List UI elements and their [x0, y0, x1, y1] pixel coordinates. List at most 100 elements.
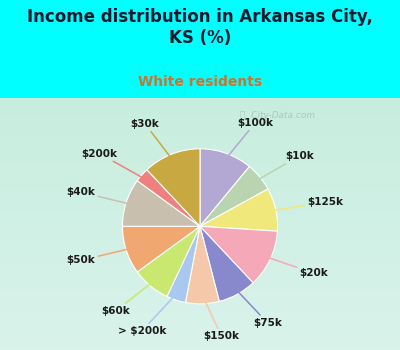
Bar [0, 170, 400, 171]
Bar [0, 247, 400, 248]
Bar [0, 148, 400, 150]
Bar [0, 257, 400, 258]
Bar [0, 276, 400, 277]
Bar [0, 285, 400, 286]
Bar [0, 144, 400, 145]
Bar [0, 322, 400, 323]
Bar [0, 254, 400, 256]
Bar [0, 253, 400, 254]
Bar [0, 201, 400, 203]
Bar [0, 278, 400, 279]
Text: Income distribution in Arkansas City,
KS (%): Income distribution in Arkansas City, KS… [27, 8, 373, 47]
Bar [0, 147, 400, 148]
Text: $50k: $50k [66, 248, 132, 265]
Bar [0, 310, 400, 311]
Bar [0, 224, 400, 225]
Bar [0, 317, 400, 318]
Bar [0, 337, 400, 339]
Text: $20k: $20k [264, 256, 328, 278]
Bar [0, 259, 400, 260]
Bar [0, 119, 400, 121]
Bar [0, 326, 400, 327]
Bar [0, 320, 400, 321]
Bar [0, 223, 400, 224]
Bar [0, 169, 400, 170]
Wedge shape [122, 181, 200, 226]
Bar [0, 111, 400, 112]
Bar [0, 233, 400, 234]
Bar [0, 106, 400, 107]
Bar [0, 157, 400, 159]
Bar [0, 134, 400, 136]
Bar [0, 293, 400, 295]
Bar [0, 100, 400, 102]
Bar [0, 241, 400, 243]
Bar [0, 283, 400, 285]
Bar [0, 308, 400, 310]
Bar [0, 210, 400, 211]
Bar [0, 272, 400, 273]
Bar [0, 339, 400, 340]
Wedge shape [137, 226, 200, 296]
Bar [0, 266, 400, 267]
Bar [0, 200, 400, 201]
Bar [0, 186, 400, 188]
Bar [0, 226, 400, 228]
Bar [0, 306, 400, 307]
Text: White residents: White residents [138, 75, 262, 89]
Bar [0, 298, 400, 300]
Bar [0, 128, 400, 130]
Bar [0, 215, 400, 216]
Bar [0, 286, 400, 287]
Bar [0, 304, 400, 306]
Wedge shape [200, 226, 253, 301]
Bar [0, 335, 400, 336]
Bar [0, 102, 400, 103]
Bar [0, 229, 400, 230]
Bar [0, 222, 400, 223]
Wedge shape [137, 170, 200, 226]
Bar [0, 287, 400, 288]
Bar [0, 220, 400, 222]
Wedge shape [122, 226, 200, 272]
Bar [0, 311, 400, 312]
Bar [0, 225, 400, 226]
Bar [0, 185, 400, 186]
Bar [0, 172, 400, 174]
Bar [0, 263, 400, 264]
Bar [0, 213, 400, 214]
Bar [0, 126, 400, 127]
Bar [0, 248, 400, 249]
Bar [0, 180, 400, 181]
Bar [0, 341, 400, 342]
Bar [0, 256, 400, 257]
Bar [0, 346, 400, 348]
Bar [0, 131, 400, 132]
Bar [0, 197, 400, 199]
Bar [0, 205, 400, 206]
Bar [0, 140, 400, 141]
Bar [0, 189, 400, 190]
Wedge shape [147, 149, 200, 226]
Wedge shape [200, 189, 278, 231]
Bar [0, 122, 400, 123]
Bar [0, 98, 400, 99]
Bar [0, 118, 400, 119]
Bar [0, 156, 400, 157]
Bar [0, 177, 400, 178]
Bar [0, 303, 400, 304]
Bar [0, 218, 400, 219]
Bar [0, 109, 400, 111]
Bar [0, 245, 400, 247]
Bar [0, 211, 400, 213]
Text: $30k: $30k [131, 119, 173, 161]
Bar [0, 312, 400, 314]
Bar [0, 235, 400, 237]
Bar [0, 184, 400, 185]
Bar [0, 133, 400, 134]
Bar [0, 175, 400, 176]
Bar [0, 117, 400, 118]
Bar [0, 325, 400, 326]
Bar [0, 203, 400, 204]
Bar [0, 214, 400, 215]
